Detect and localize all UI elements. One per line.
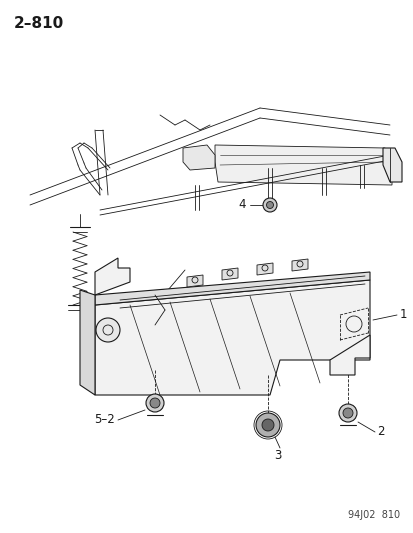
Text: 2–810: 2–810 — [14, 16, 64, 31]
Circle shape — [338, 404, 356, 422]
Polygon shape — [95, 280, 369, 395]
Polygon shape — [256, 263, 272, 275]
Polygon shape — [329, 335, 369, 375]
Circle shape — [146, 394, 164, 412]
Circle shape — [342, 408, 352, 418]
Polygon shape — [95, 258, 130, 295]
Circle shape — [150, 398, 159, 408]
Polygon shape — [183, 145, 214, 170]
Circle shape — [261, 419, 273, 431]
Text: 1: 1 — [399, 309, 406, 321]
Polygon shape — [80, 290, 95, 395]
Polygon shape — [95, 272, 369, 305]
Circle shape — [255, 413, 279, 437]
Polygon shape — [221, 268, 237, 280]
Polygon shape — [382, 148, 401, 182]
Circle shape — [96, 318, 120, 342]
Polygon shape — [214, 145, 391, 185]
Circle shape — [266, 201, 273, 208]
Text: 2: 2 — [376, 425, 384, 439]
Text: 4: 4 — [238, 198, 245, 212]
Text: 3: 3 — [274, 449, 281, 463]
Circle shape — [262, 198, 276, 212]
Text: 6: 6 — [157, 288, 165, 302]
Polygon shape — [187, 275, 202, 287]
Text: 94J02  810: 94J02 810 — [347, 510, 399, 520]
Polygon shape — [291, 259, 307, 271]
Text: 5–2: 5–2 — [94, 414, 115, 426]
